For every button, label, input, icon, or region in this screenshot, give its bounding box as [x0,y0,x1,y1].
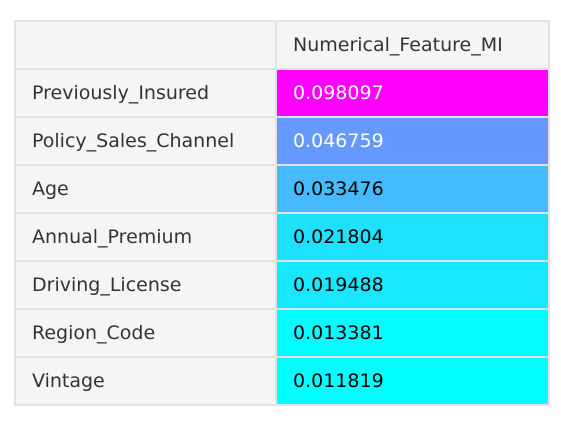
table-row: Policy_Sales_Channel 0.046759 [14,116,550,166]
table-row: Annual_Premium 0.021804 [14,212,550,262]
column-header-mi: Numerical_Feature_MI [275,20,550,70]
table-row: Previously_Insured 0.098097 [14,68,550,118]
mi-value-cell: 0.046759 [275,116,550,166]
mi-value-cell: 0.098097 [275,68,550,118]
row-label: Driving_License [14,260,277,310]
row-label: Age [14,164,277,214]
table-body: Previously_Insured 0.098097 Policy_Sales… [14,68,550,406]
row-label: Previously_Insured [14,68,277,118]
table-row: Driving_License 0.019488 [14,260,550,310]
row-label: Policy_Sales_Channel [14,116,277,166]
row-label: Annual_Premium [14,212,277,262]
row-label: Region_Code [14,308,277,358]
mi-value-cell: 0.019488 [275,260,550,310]
mutual-information-table: Numerical_Feature_MI Previously_Insured … [14,20,550,406]
mi-value-cell: 0.021804 [275,212,550,262]
table-row: Vintage 0.011819 [14,356,550,406]
mi-value-cell: 0.033476 [275,164,550,214]
index-header-cell [14,20,277,70]
dataframe-container: Numerical_Feature_MI Previously_Insured … [14,20,550,406]
mi-value-cell: 0.011819 [275,356,550,406]
row-label: Vintage [14,356,277,406]
table-row: Age 0.033476 [14,164,550,214]
table-row: Region_Code 0.013381 [14,308,550,358]
mi-value-cell: 0.013381 [275,308,550,358]
table-header: Numerical_Feature_MI [14,20,550,70]
header-row: Numerical_Feature_MI [14,20,550,70]
